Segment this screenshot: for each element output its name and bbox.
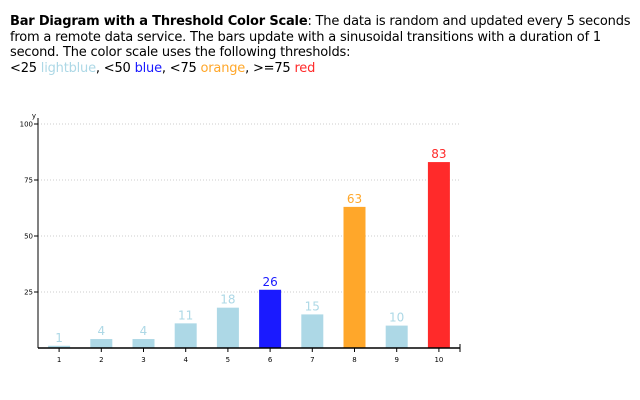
y-tick-label-50: 50 <box>24 233 33 241</box>
bar-5 <box>216 307 239 348</box>
x-tick-label-5: 5 <box>226 356 230 364</box>
x-tick-label-3: 3 <box>141 356 145 364</box>
chart-description: Bar Diagram with a Threshold Color Scale… <box>10 14 634 76</box>
bar-7 <box>301 314 324 348</box>
threshold-2-prefix: <50 <box>103 60 135 76</box>
x-tick-label-2: 2 <box>99 356 103 364</box>
threshold-2-suffix: , <box>161 60 170 76</box>
threshold-red-label: red <box>294 60 316 76</box>
threshold-1-prefix: <25 <box>10 60 41 76</box>
value-label-2: 4 <box>97 324 105 338</box>
x-tick-label-6: 6 <box>268 356 273 364</box>
y-axis-title: y <box>32 112 36 120</box>
value-labels: 1 4 4 11 18 26 15 63 10 83 <box>55 147 446 345</box>
value-label-8: 63 <box>347 192 362 206</box>
threshold-blue-label: blue <box>134 60 163 76</box>
x-tick-label-8: 8 <box>352 356 356 364</box>
threshold-1-suffix: , <box>95 60 104 76</box>
threshold-3-suffix: , <box>245 60 253 76</box>
value-label-7: 15 <box>305 299 320 313</box>
description-text: : The data is random and updated every 5… <box>10 14 631 60</box>
x-tick-label-4: 4 <box>183 356 188 364</box>
threshold-4-prefix: >=75 <box>252 60 295 76</box>
x-tick-label-9: 9 <box>394 356 398 364</box>
value-label-10: 83 <box>431 147 446 161</box>
bar-6 <box>259 289 282 348</box>
bar-10 <box>427 162 450 348</box>
value-label-5: 18 <box>220 293 235 307</box>
x-tick-label-1: 1 <box>57 356 61 364</box>
bar-1 <box>48 345 71 348</box>
bars <box>48 162 450 348</box>
bar-8 <box>343 206 366 348</box>
threshold-orange-label: orange <box>200 60 246 76</box>
bar-9 <box>385 325 408 348</box>
chart-title: Bar Diagram with a Threshold Color Scale <box>10 14 308 29</box>
value-label-9: 10 <box>389 311 404 325</box>
bar-4 <box>174 323 197 348</box>
y-tick-label-100: 100 <box>20 121 33 129</box>
value-label-4: 11 <box>178 308 193 322</box>
x-tick-label-7: 7 <box>310 356 314 364</box>
x-tick-label-10: 10 <box>434 356 443 364</box>
bar-3 <box>132 339 155 348</box>
y-tick-label-25: 25 <box>24 289 33 297</box>
threshold-3-prefix: <75 <box>169 60 201 76</box>
bar-2 <box>90 339 113 348</box>
gridlines <box>38 123 460 293</box>
y-tick-label-75: 75 <box>24 177 33 185</box>
value-label-6: 26 <box>262 275 277 289</box>
value-label-1: 1 <box>55 331 63 345</box>
threshold-lightblue-label: lightblue <box>40 60 96 76</box>
value-label-3: 4 <box>140 324 148 338</box>
